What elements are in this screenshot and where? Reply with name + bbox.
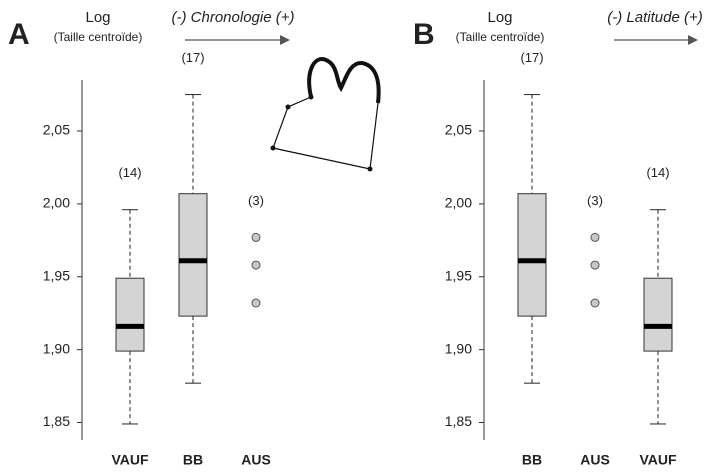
subtitle: (Taille centroïde) — [456, 30, 545, 44]
count-label: (3) — [587, 193, 603, 208]
subtitle: (Taille centroïde) — [54, 30, 143, 44]
count-label: (14) — [118, 165, 141, 180]
count-label: (17) — [181, 50, 204, 65]
outlier-point — [251, 298, 261, 308]
outlier-point — [251, 232, 261, 242]
category-label: VAUF — [639, 452, 677, 468]
y-tick-label: 2,00 — [445, 195, 472, 211]
y-tick-label: 2,05 — [445, 122, 472, 138]
y-tick-label: 2,00 — [43, 195, 70, 211]
category-label: AUS — [241, 452, 271, 468]
arrow-head — [280, 35, 290, 45]
category-label: VAUF — [111, 452, 149, 468]
outlier-point — [251, 260, 261, 270]
outlier-point — [590, 260, 600, 270]
y-tick-label: 1,85 — [43, 413, 70, 429]
category-label: BB — [522, 452, 542, 468]
shape-icon — [270, 57, 381, 172]
box — [115, 277, 145, 352]
category-label: AUS — [580, 452, 610, 468]
panel-label: A — [8, 18, 30, 51]
box — [517, 193, 547, 317]
panel-label: B — [413, 18, 435, 51]
arrow-head — [688, 35, 698, 45]
y-tick-label: 1,85 — [445, 413, 472, 429]
outlier-point — [590, 232, 600, 242]
count-label: (3) — [248, 193, 264, 208]
box — [643, 277, 673, 352]
box — [178, 193, 208, 317]
y-tick-label: 1,95 — [445, 267, 472, 283]
title: Log — [85, 9, 110, 26]
y-tick-label: 2,05 — [43, 122, 70, 138]
annotation: (-) Latitude (+) — [607, 9, 702, 26]
title: Log — [487, 9, 512, 26]
count-label: (17) — [520, 50, 543, 65]
y-tick-label: 1,95 — [43, 267, 70, 283]
y-tick-label: 1,90 — [43, 340, 70, 356]
y-tick-label: 1,90 — [445, 340, 472, 356]
annotation: (-) Chronologie (+) — [172, 9, 295, 26]
count-label: (14) — [646, 165, 669, 180]
outlier-point — [590, 298, 600, 308]
category-label: BB — [183, 452, 203, 468]
